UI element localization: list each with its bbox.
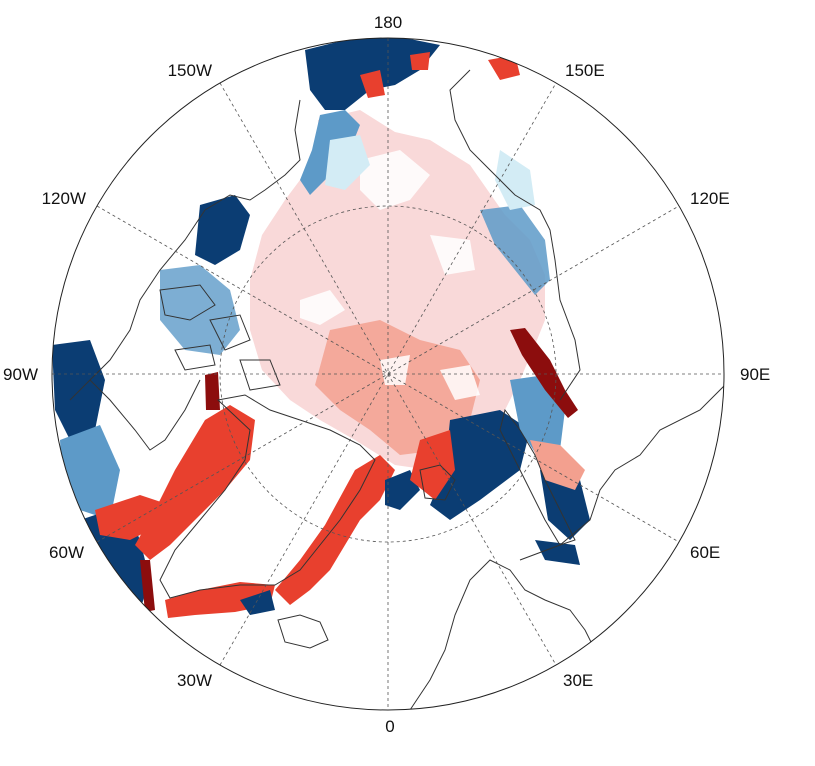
archipelago-ice xyxy=(160,265,240,355)
white-patches xyxy=(300,150,480,400)
graticule xyxy=(52,38,724,710)
label-30E: 30E xyxy=(563,671,593,690)
davis-red xyxy=(95,495,170,540)
barents-red xyxy=(410,430,455,500)
east-greenland-red xyxy=(275,455,395,605)
hudson-coast xyxy=(89,379,201,451)
siberia-coast xyxy=(449,69,581,401)
greenland-coast xyxy=(159,394,376,599)
label-150W: 150W xyxy=(168,61,212,80)
russia-coast xyxy=(519,379,724,561)
map-boundary xyxy=(51,37,725,711)
svalbard xyxy=(419,464,456,501)
label-180: 180 xyxy=(374,13,402,32)
meridian-150-330 xyxy=(219,82,557,666)
barents-ice-edge xyxy=(430,410,530,520)
label-150E: 150E xyxy=(565,61,605,80)
canada-coast xyxy=(69,209,206,401)
bering-red xyxy=(360,52,520,98)
kara-salmon xyxy=(530,440,585,490)
baffin-red xyxy=(135,405,255,560)
label-60E: 60E xyxy=(690,543,720,562)
coastlines xyxy=(69,69,724,710)
laptev-red xyxy=(510,328,578,418)
alaska-coast xyxy=(204,99,301,211)
iceland-coast xyxy=(277,614,329,649)
east-siberian-light xyxy=(495,150,535,210)
label-90W: 90W xyxy=(3,365,38,384)
east-siberian-blue xyxy=(480,205,550,295)
label-120E: 120E xyxy=(690,189,730,208)
label-90E: 90E xyxy=(740,365,770,384)
label-0: 0 xyxy=(385,717,394,736)
archipelago-islands xyxy=(159,284,281,391)
label-60W: 60W xyxy=(49,543,84,562)
bering-light xyxy=(325,135,370,190)
longitude-labels: 180 150E 120E 90E 60E 30E 0 30W 60W 90W … xyxy=(3,13,770,736)
data-field xyxy=(52,38,590,618)
denmark-strait-blue xyxy=(240,590,275,615)
central-pack-salmon xyxy=(315,320,480,455)
kara-dark-blue xyxy=(535,470,590,565)
beaufort-ice-edge xyxy=(195,195,250,265)
label-120W: 120W xyxy=(42,189,86,208)
hudson-ice-edge xyxy=(52,340,105,440)
baffin-dark-red xyxy=(140,372,220,612)
label-30W: 30W xyxy=(177,671,212,690)
